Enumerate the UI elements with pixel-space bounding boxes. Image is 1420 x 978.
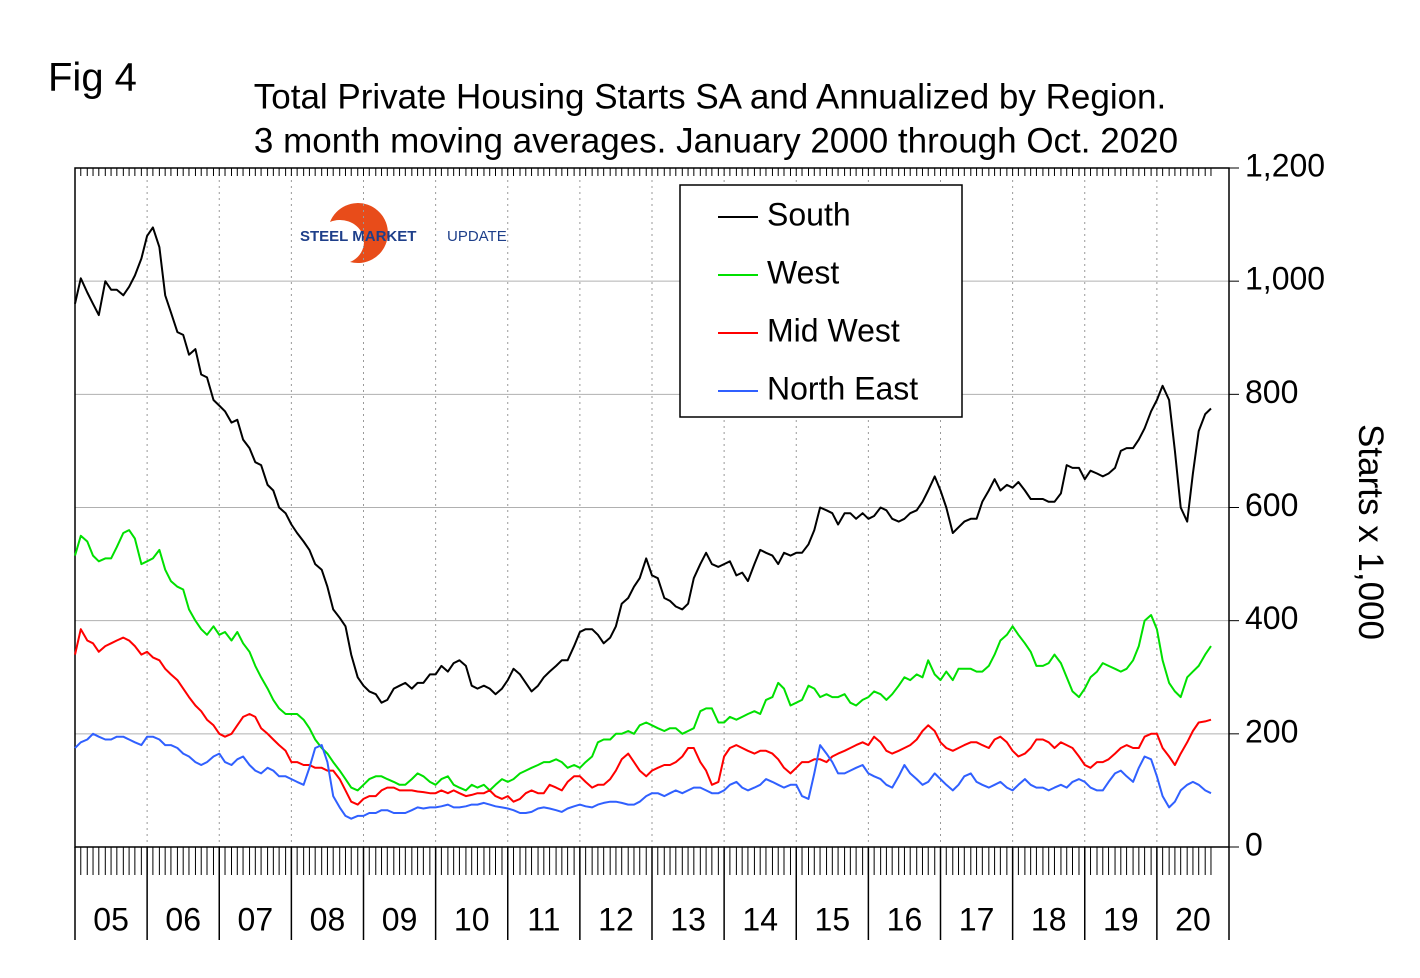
x-tick-label: 08	[310, 901, 346, 937]
x-tick-label: 10	[454, 901, 490, 937]
legend-label: South	[767, 196, 851, 232]
y-tick-label: 1,000	[1245, 261, 1325, 297]
y-tick-label: 0	[1245, 826, 1263, 862]
legend-label: West	[767, 254, 839, 290]
series-line	[74, 226, 1212, 704]
logo: STEEL MARKET UPDATE	[300, 203, 507, 264]
chart-subtitle: 3 month moving averages. January 2000 th…	[254, 121, 1178, 160]
legend-label: North East	[767, 370, 918, 406]
legend-label: Mid West	[767, 312, 900, 348]
y-axis-title: Starts x 1,000	[1351, 424, 1390, 640]
y-tick-label: 600	[1245, 487, 1298, 523]
series-line	[74, 529, 1212, 792]
x-tick-label: 16	[887, 901, 923, 937]
series-line	[74, 628, 1212, 806]
x-tick-label: 17	[959, 901, 995, 937]
y-tick-label: 1,200	[1245, 147, 1325, 183]
chart-title: Total Private Housing Starts SA and Annu…	[254, 77, 1167, 116]
x-tick-label: 09	[382, 901, 418, 937]
series-line	[74, 732, 1212, 820]
y-tick-label: 800	[1245, 374, 1298, 410]
x-tick-label: 11	[527, 901, 560, 937]
y-tick-label: 200	[1245, 713, 1298, 749]
x-tick-label: 15	[815, 901, 851, 937]
y-tick-label: 400	[1245, 600, 1298, 636]
x-tick-label: 13	[670, 901, 706, 937]
x-tick-label: 20	[1175, 901, 1211, 937]
logo-text-bold: STEEL MARKET	[300, 228, 416, 245]
x-tick-label: 06	[165, 901, 201, 937]
x-tick-label: 14	[742, 901, 778, 937]
logo-swoosh	[330, 203, 388, 264]
x-tick-label: 05	[93, 901, 129, 937]
x-tick-label: 18	[1031, 901, 1067, 937]
x-tick-label: 12	[598, 901, 634, 937]
x-tick-label: 19	[1103, 901, 1139, 937]
x-tick-label: 07	[238, 901, 274, 937]
figure-label: Fig 4	[48, 56, 137, 100]
plot-frame	[74, 167, 1230, 848]
legend-box	[679, 184, 963, 418]
logo-text-light: UPDATE	[447, 228, 507, 245]
